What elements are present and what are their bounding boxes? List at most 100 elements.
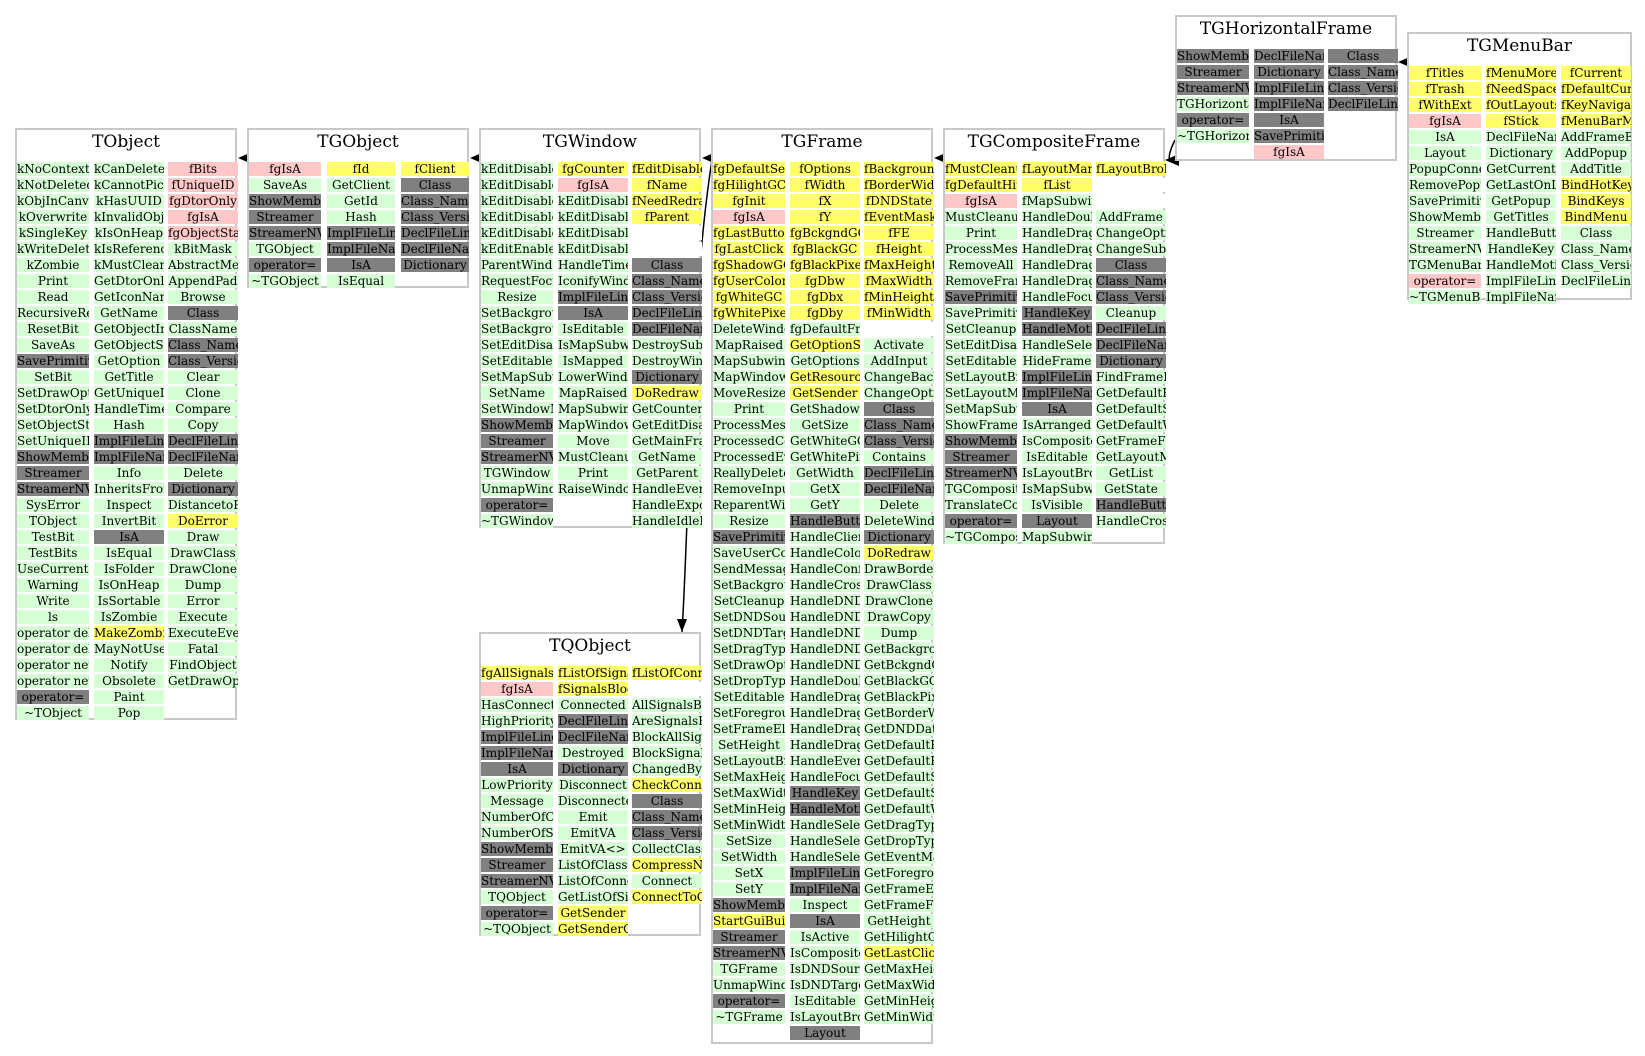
member-column: fgAllSignalsBlocked fgIsA HasConnection Hig… [481,666,553,938]
class-member: fgBckgndGC [790,226,860,240]
class-member: SetLayoutBroken [713,754,785,768]
class-member: ImplFileName [1022,386,1092,400]
class-member: RemoveAll [945,258,1017,272]
class-member: RemovePopup [1409,178,1481,192]
class-member: Read [17,290,89,304]
member-column: fTitles fTrash fWithExt fgIsA IsA Layout Popup… [1409,66,1481,306]
class-member: fList [1022,178,1092,192]
class-member: fCurrent [1561,66,1631,80]
class-member: Draw [168,530,238,544]
class-member: ShowMembers [481,418,553,432]
class-member: SetEditDisabled [945,338,1017,352]
class-member: HandleButton [1486,226,1556,240]
class-member: Dictionary [1254,65,1324,79]
class-member: GetForeground [864,866,934,880]
class-member: SaveUserColor [713,546,785,560]
class-member: SetWidth [713,850,785,864]
class-member: DeclFileName [401,242,469,256]
class-member: SetDNDTarget [713,626,785,640]
class-member: DeclFileLine [1096,322,1166,336]
class-member: Hash [327,210,395,224]
class-member: ShowMembers [17,450,89,464]
class-member: kOverwrite [17,210,89,224]
class-member: IsEqual [327,274,395,288]
class-member: Class_Name [864,418,934,432]
member-column: fgCounter fgIsA kEditDisable kEditDisableBt… [558,162,628,498]
class-member: ~TGWindow [481,514,553,528]
class-member: SavePrimitive [945,290,1017,304]
class-member: GetBackground [864,642,934,656]
class-member: ImplFileName [1254,97,1324,111]
class-member: kWriteDelete [17,242,89,256]
member-column: fListOfConnections AllSignalsBlocked AreSi… [632,666,702,906]
class-member: Class_Version [864,434,934,448]
class-member: kEditDisableHeight [481,162,553,176]
class-member: Layout [1022,514,1092,528]
class-member: IsComposite [790,946,860,960]
class-member: GetId [327,194,395,208]
class-member: Obsolete [94,674,164,688]
class-member: ListOfClassSignals [558,858,628,872]
class-member: Streamer [713,930,785,944]
class-member: HandleDoubleClick [790,674,860,688]
class-member: AreSignalsBlocked [632,714,702,728]
class-member: DestroySubwindows [632,338,702,352]
class-member: SetDtorOnly [17,402,89,416]
class-member: operator new [17,658,89,672]
class-member: SetDragType [713,642,785,656]
class-member: UseCurrentStyle [17,562,89,576]
class-member: Class [864,402,934,416]
class-title: TGObject [317,132,399,152]
class-member: fLayoutBroken [1096,162,1166,176]
class-member: ShowMembers [481,842,553,856]
class-member: HandleDragLeave [790,722,860,736]
class-member: GetMinHeight [864,994,934,1008]
class-member: DrawCopy [864,610,934,624]
class-member: fgWhitePixel [713,306,785,320]
class-member: Class_Name [1328,65,1398,79]
class-member: ProcessMessage [945,242,1017,256]
class-member: Streamer [481,858,553,872]
class-title: TGHorizontalFrame [1199,19,1373,39]
class-member: SetForegroundColor [713,706,785,720]
class-member: GetObjectInfo [94,322,164,336]
class-member: fEventMask [864,210,934,224]
class-member: ReallyDelete [713,466,785,480]
class-member: StreamerNVirtual [945,466,1017,480]
class-member: SetEditable [481,354,553,368]
class-member: fEditDisabled [632,162,702,176]
class-member: kEditDisableEvents [558,226,628,240]
class-member: GetOptions [790,354,860,368]
class-member: fgDtorOnly [168,194,238,208]
class-member: GetDNDData [864,722,934,736]
class-member: kNoContextMenu [17,162,89,176]
class-member: IsMapSubwindows [1022,482,1092,496]
class-member: GetEditDisabled [632,418,702,432]
class-member: GetDrawOption [168,674,238,688]
class-member: MapRaised [558,386,628,400]
class-member: GetHilightGC [864,930,934,944]
class-member: SetBackgroundColor [481,306,553,320]
class-member: Class_Version [1328,81,1398,95]
class-member: HandleExpose [632,498,702,512]
member-column: fCurrent fDefaultCursor fKeyNavigate fMenuB… [1561,66,1631,290]
class-member: GetDefaultSelectedBackground [864,770,934,784]
class-member: AddInput [864,354,934,368]
class-member: TGWindow [481,466,553,480]
class-member: Execute [168,610,238,624]
class-member: fDNDState [864,194,934,208]
class-member: HandleDNDEnter [790,610,860,624]
class-member: GetSenderClassName [558,922,628,936]
class-member: fWidth [790,178,860,192]
class-member: Class_Name [632,274,702,288]
class-member: Copy [168,418,238,432]
class-member: RecursiveRemove [17,306,89,320]
class-member [1096,194,1166,208]
class-member: IsZombie [94,610,164,624]
class-member: fStick [1486,114,1556,128]
class-member: Contains [864,450,934,464]
class-member: fMaxWidth [864,274,934,288]
class-member: fMustCleanup [945,162,1017,176]
class-member: SetBackgroundPixmap [481,322,553,336]
class-member: ~TQObject [481,922,553,936]
